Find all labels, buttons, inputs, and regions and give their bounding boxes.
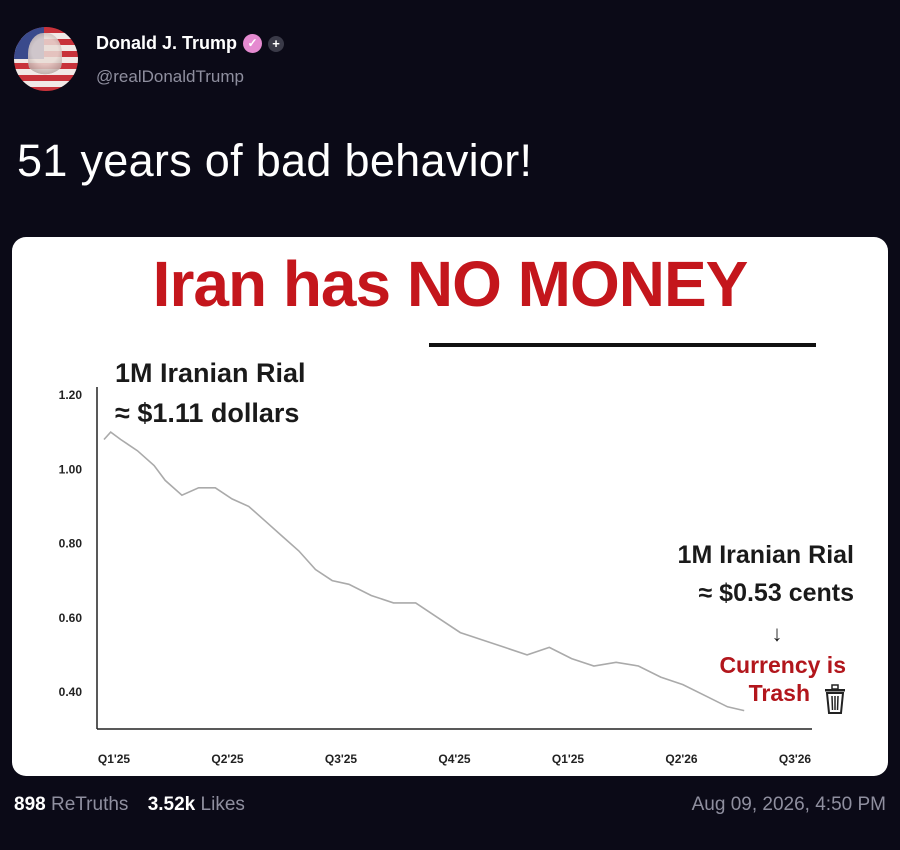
likes-stat[interactable]: 3.52k Likes	[148, 794, 245, 815]
likes-label: Likes	[200, 794, 245, 815]
series-line	[103, 431, 745, 712]
x-tick-label: Q4'25	[438, 752, 471, 766]
post-timestamp[interactable]: Aug 09, 2026, 4:50 PM	[691, 794, 886, 815]
x-tick-label: Q2'25	[211, 752, 244, 766]
author-name-row: Donald J. Trump ✓ +	[96, 33, 285, 54]
author-name[interactable]: Donald J. Trump	[96, 33, 238, 53]
follow-button[interactable]: +	[268, 35, 285, 52]
y-tick-label: 1.20	[59, 388, 83, 402]
trash-caption-line1: Currency is	[719, 652, 846, 678]
y-tick-label: 0.60	[59, 611, 83, 625]
retruths-count: 898	[14, 794, 46, 815]
x-tick-label: Q3'25	[325, 752, 358, 766]
profile-avatar[interactable]	[14, 27, 78, 91]
attached-image-card[interactable]: Iran has NO MONEY 1.20 1.00 0.80 0.60 0.40 Q…	[12, 237, 888, 776]
y-tick-label: 0.80	[59, 537, 83, 551]
post-text: 51 years of bad behavior!	[17, 135, 533, 186]
retruths-label: ReTruths	[50, 794, 129, 815]
start-annotation-line1: 1M Iranian Rial	[115, 358, 306, 388]
start-annotation-line2: ≈ $1.11 dollars	[115, 398, 299, 428]
retruths-stat[interactable]: 898 ReTruths	[14, 794, 128, 815]
x-tick-label: Q1'25	[98, 752, 131, 766]
y-tick-label: 1.00	[59, 462, 83, 476]
trash-can-icon	[825, 684, 845, 714]
chart-headline: Iran has NO MONEY	[12, 247, 888, 321]
down-arrow: ↓	[772, 621, 783, 646]
headline-underline	[429, 343, 816, 347]
trash-caption-line2: Trash	[749, 680, 810, 706]
x-tick-label: Q3'26	[779, 752, 812, 766]
post-footer: 898 ReTruths 3.52k Likes Aug 09, 2026, 4…	[14, 794, 886, 816]
avatar-portrait	[28, 33, 62, 79]
headline-part-2: NO MONEY	[406, 248, 748, 320]
end-annotation-line1: 1M Iranian Rial	[678, 541, 854, 569]
end-annotation-line2: ≈ $0.53 cents	[699, 579, 854, 607]
likes-count: 3.52k	[147, 794, 196, 815]
x-tick-label: Q2'26	[665, 752, 698, 766]
rial-value-line-chart: 1.20 1.00 0.80 0.60 0.40 Q1'25 Q2'25 Q3'25 Q4'2…	[59, 358, 854, 766]
author-handle[interactable]: @realDonaldTrump	[96, 67, 244, 86]
y-tick-label: 0.40	[59, 685, 83, 699]
headline-part-1: Iran has	[152, 248, 407, 320]
verified-badge-icon: ✓	[243, 34, 263, 53]
x-tick-label: Q1'25	[552, 752, 585, 766]
